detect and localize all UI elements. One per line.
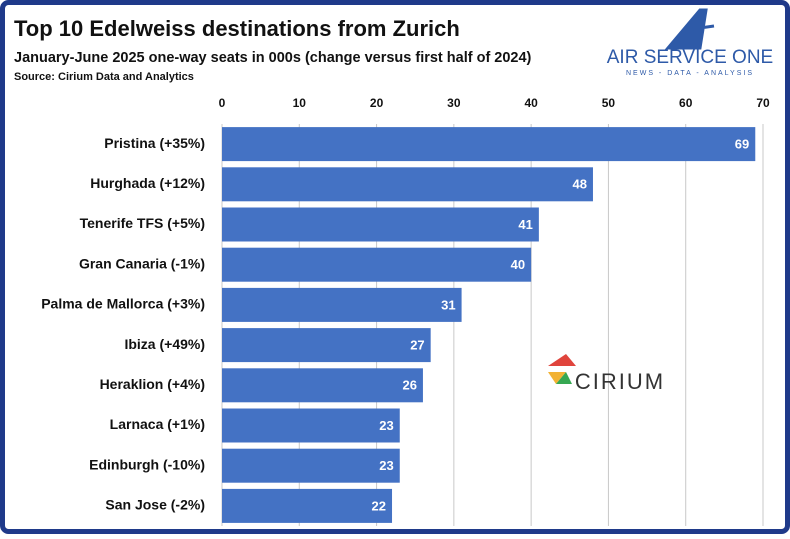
x-tick-label: 50: [602, 96, 616, 110]
value-label: 41: [518, 217, 532, 232]
brand-name: AIR SERVICE ONE: [607, 47, 773, 68]
chart-title: Top 10 Edelweiss destinations from Zuric…: [14, 16, 460, 41]
watermark: CIRIUM: [575, 369, 665, 394]
y-tick-label: San Jose (-2%): [105, 497, 205, 513]
y-tick-label: Heraklion (+4%): [100, 376, 205, 392]
value-label: 31: [441, 297, 455, 312]
x-tick-label: 0: [219, 96, 226, 110]
bar: [222, 247, 532, 282]
cirium-logo: [548, 354, 576, 384]
bar: [222, 167, 593, 202]
bar: [222, 488, 393, 523]
value-label: 69: [735, 137, 749, 152]
chart-subtitle: January-June 2025 one-way seats in 000s …: [14, 50, 532, 66]
y-tick-label: Tenerife TFS (+5%): [80, 215, 205, 231]
value-label: 22: [372, 498, 386, 513]
y-tick-label: Ibiza (+49%): [124, 336, 205, 352]
y-tick-label: Palma de Mallorca (+3%): [41, 296, 205, 312]
value-label: 23: [379, 418, 393, 433]
x-tick-label: 70: [756, 96, 770, 110]
source-note: Source: Cirium Data and Analytics: [14, 71, 194, 83]
x-tick-label: 10: [293, 96, 307, 110]
y-tick-label: Edinburgh (-10%): [89, 456, 205, 472]
value-label: 26: [402, 378, 416, 393]
value-label: 27: [410, 338, 424, 353]
bar: [222, 287, 462, 322]
x-tick-label: 30: [447, 96, 461, 110]
y-tick-label: Gran Canaria (-1%): [79, 255, 205, 271]
bar: [222, 368, 423, 403]
y-tick-label: Hurghada (+12%): [90, 175, 205, 191]
value-label: 48: [573, 177, 587, 192]
bar: [222, 328, 431, 363]
bar: [222, 127, 756, 162]
y-tick-label: Pristina (+35%): [104, 135, 205, 151]
value-label: 40: [511, 257, 525, 272]
value-label: 23: [379, 458, 393, 473]
y-tick-label: Larnaca (+1%): [110, 416, 205, 432]
x-tick-label: 20: [370, 96, 384, 110]
x-tick-label: 60: [679, 96, 693, 110]
bar: [222, 408, 400, 443]
brand-tagline: NEWS - DATA - ANALYSIS: [626, 70, 754, 77]
bar: [222, 448, 400, 483]
brand-logo: [664, 8, 715, 50]
x-tick-label: 40: [524, 96, 538, 110]
bar: [222, 207, 539, 242]
